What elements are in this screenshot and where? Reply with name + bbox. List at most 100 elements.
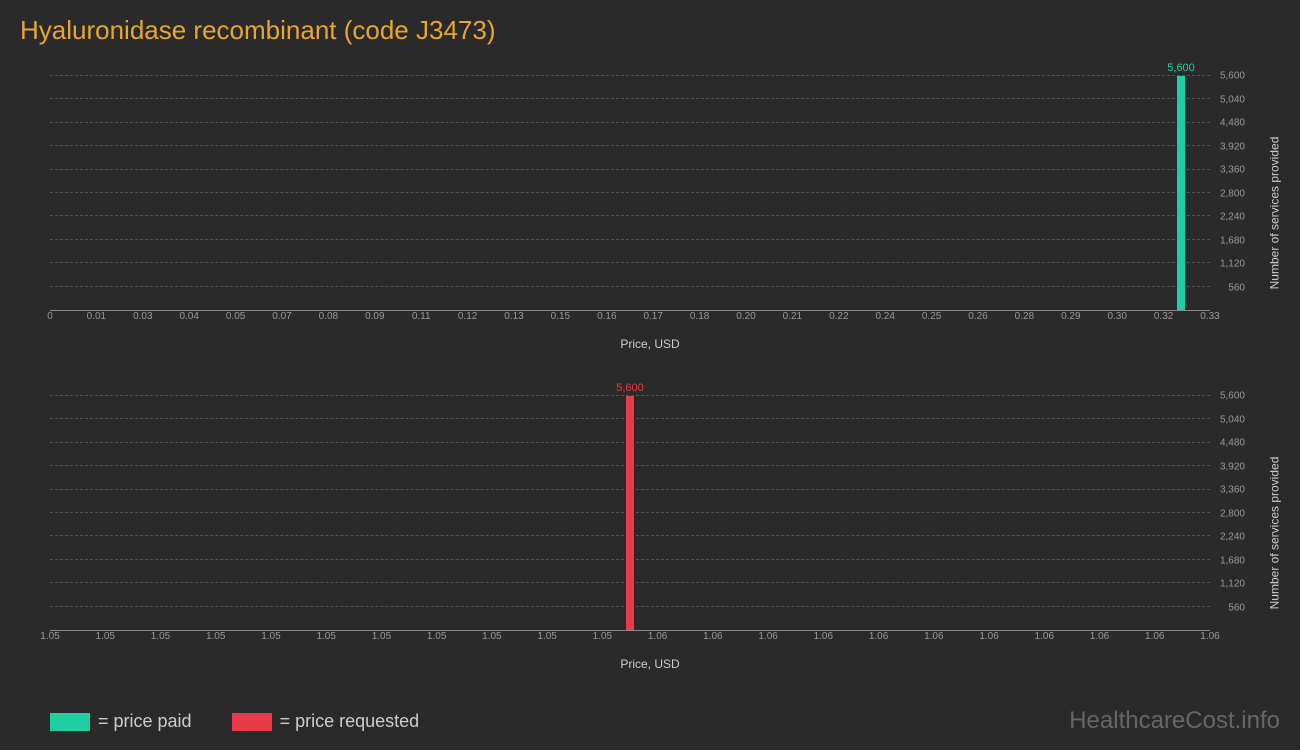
x-tick: 0.01	[87, 311, 106, 322]
x-tick: 0.32	[1154, 311, 1173, 322]
bar	[626, 396, 634, 630]
gridline	[50, 75, 1210, 76]
x-tick: 0.13	[504, 311, 523, 322]
x-tick: 1.06	[1200, 631, 1219, 642]
x-tick: 1.05	[96, 631, 115, 642]
x-tick: 1.06	[648, 631, 667, 642]
x-tick: 1.05	[261, 631, 280, 642]
x-axis-label-2: Price, USD	[620, 657, 679, 671]
x-tick: 0.20	[736, 311, 755, 322]
legend-item-requested: = price requested	[232, 711, 420, 732]
y-tick: 5,040	[1220, 94, 1245, 105]
x-tick: 0.30	[1107, 311, 1126, 322]
gridline	[50, 98, 1210, 99]
x-tick: 0.03	[133, 311, 152, 322]
x-tick: 1.05	[537, 631, 556, 642]
y-tick: 5,600	[1220, 71, 1245, 82]
y-tick: 5,040	[1220, 414, 1245, 425]
y-tick: 1,680	[1220, 555, 1245, 566]
chart-price-paid: 5,600 560 1,120 1,680 2,240 2,800 3,360 3,920 4…	[20, 61, 1280, 351]
x-tick: 0.05	[226, 311, 245, 322]
x-tick: 1.05	[151, 631, 170, 642]
y-tick: 2,800	[1220, 508, 1245, 519]
x-tick: 0.24	[875, 311, 894, 322]
x-tick: 0.08	[319, 311, 338, 322]
bar	[1177, 76, 1185, 310]
y-tick: 4,480	[1220, 438, 1245, 449]
y-tick: 5,600	[1220, 391, 1245, 402]
x-axis-2: 1.05 1.05 1.05 1.05 1.05 1.05 1.05 1.05 1.05 1.05…	[50, 631, 1210, 651]
legend-item-paid: = price paid	[50, 711, 192, 732]
y-tick: 2,240	[1220, 212, 1245, 223]
x-tick: 0.26	[968, 311, 987, 322]
x-tick: 0.09	[365, 311, 384, 322]
x-tick: 1.05	[427, 631, 446, 642]
x-tick: 0.22	[829, 311, 848, 322]
y-tick: 4,480	[1220, 118, 1245, 129]
bar-label: 5,600	[616, 382, 644, 394]
gridline	[50, 122, 1210, 123]
y-tick: 3,360	[1220, 485, 1245, 496]
x-tick: 1.06	[814, 631, 833, 642]
watermark: HealthcareCost.info	[1069, 707, 1280, 735]
x-tick: 1.05	[593, 631, 612, 642]
gridline	[50, 262, 1210, 263]
legend-swatch-requested	[232, 713, 272, 731]
legend-text-requested: = price requested	[280, 711, 420, 732]
x-tick: 0.21	[783, 311, 802, 322]
x-tick: 0.29	[1061, 311, 1080, 322]
x-tick: 0.33	[1200, 311, 1219, 322]
x-tick: 0.04	[179, 311, 198, 322]
x-tick: 0.28	[1015, 311, 1034, 322]
x-tick: 1.06	[1035, 631, 1054, 642]
x-tick: 1.06	[758, 631, 777, 642]
gridline	[50, 169, 1210, 170]
chart-price-requested: 5,600 560 1,120 1,680 2,240 2,800 3,360 3,920 4…	[20, 381, 1280, 671]
plot-area-2: 5,600	[50, 396, 1210, 631]
x-tick: 0	[47, 311, 53, 322]
x-tick: 1.06	[1145, 631, 1164, 642]
x-tick: 0.07	[272, 311, 291, 322]
x-tick: 1.05	[206, 631, 225, 642]
x-tick: 1.05	[40, 631, 59, 642]
y-tick: 1,120	[1220, 579, 1245, 590]
y-tick: 2,800	[1220, 188, 1245, 199]
y-tick: 3,920	[1220, 461, 1245, 472]
x-tick: 0.15	[551, 311, 570, 322]
plot-area-1: 5,600	[50, 76, 1210, 311]
y-tick: 560	[1228, 282, 1245, 293]
gridline	[50, 215, 1210, 216]
x-tick: 0.16	[597, 311, 616, 322]
x-tick: 0.12	[458, 311, 477, 322]
y-axis-label-2: Number of services provided	[1268, 457, 1282, 610]
legend-text-paid: = price paid	[98, 711, 192, 732]
x-axis-label-1: Price, USD	[620, 337, 679, 351]
x-tick: 1.05	[482, 631, 501, 642]
x-tick: 1.06	[1090, 631, 1109, 642]
gridline	[50, 239, 1210, 240]
x-tick: 1.06	[703, 631, 722, 642]
legend-swatch-paid	[50, 713, 90, 731]
x-tick: 1.06	[869, 631, 888, 642]
x-tick: 1.05	[372, 631, 391, 642]
gridline	[50, 145, 1210, 146]
y-tick: 2,240	[1220, 532, 1245, 543]
x-axis-1: 0 0.01 0.03 0.04 0.05 0.07 0.08 0.09 0.11 0.12 0.1…	[50, 311, 1210, 331]
x-tick: 1.05	[316, 631, 335, 642]
bar-label: 5,600	[1167, 62, 1195, 74]
y-tick: 560	[1228, 602, 1245, 613]
y-tick: 1,680	[1220, 235, 1245, 246]
x-tick: 1.06	[979, 631, 998, 642]
x-tick: 0.11	[412, 311, 431, 322]
x-tick: 0.25	[922, 311, 941, 322]
y-tick: 3,360	[1220, 165, 1245, 176]
gridline	[50, 192, 1210, 193]
page-title: Hyaluronidase recombinant (code J3473)	[20, 15, 1280, 46]
x-tick: 0.17	[643, 311, 662, 322]
y-tick: 3,920	[1220, 141, 1245, 152]
gridline	[50, 286, 1210, 287]
x-tick: 1.06	[924, 631, 943, 642]
y-tick: 1,120	[1220, 259, 1245, 270]
y-axis-label-1: Number of services provided	[1268, 137, 1282, 290]
x-tick: 0.18	[690, 311, 709, 322]
